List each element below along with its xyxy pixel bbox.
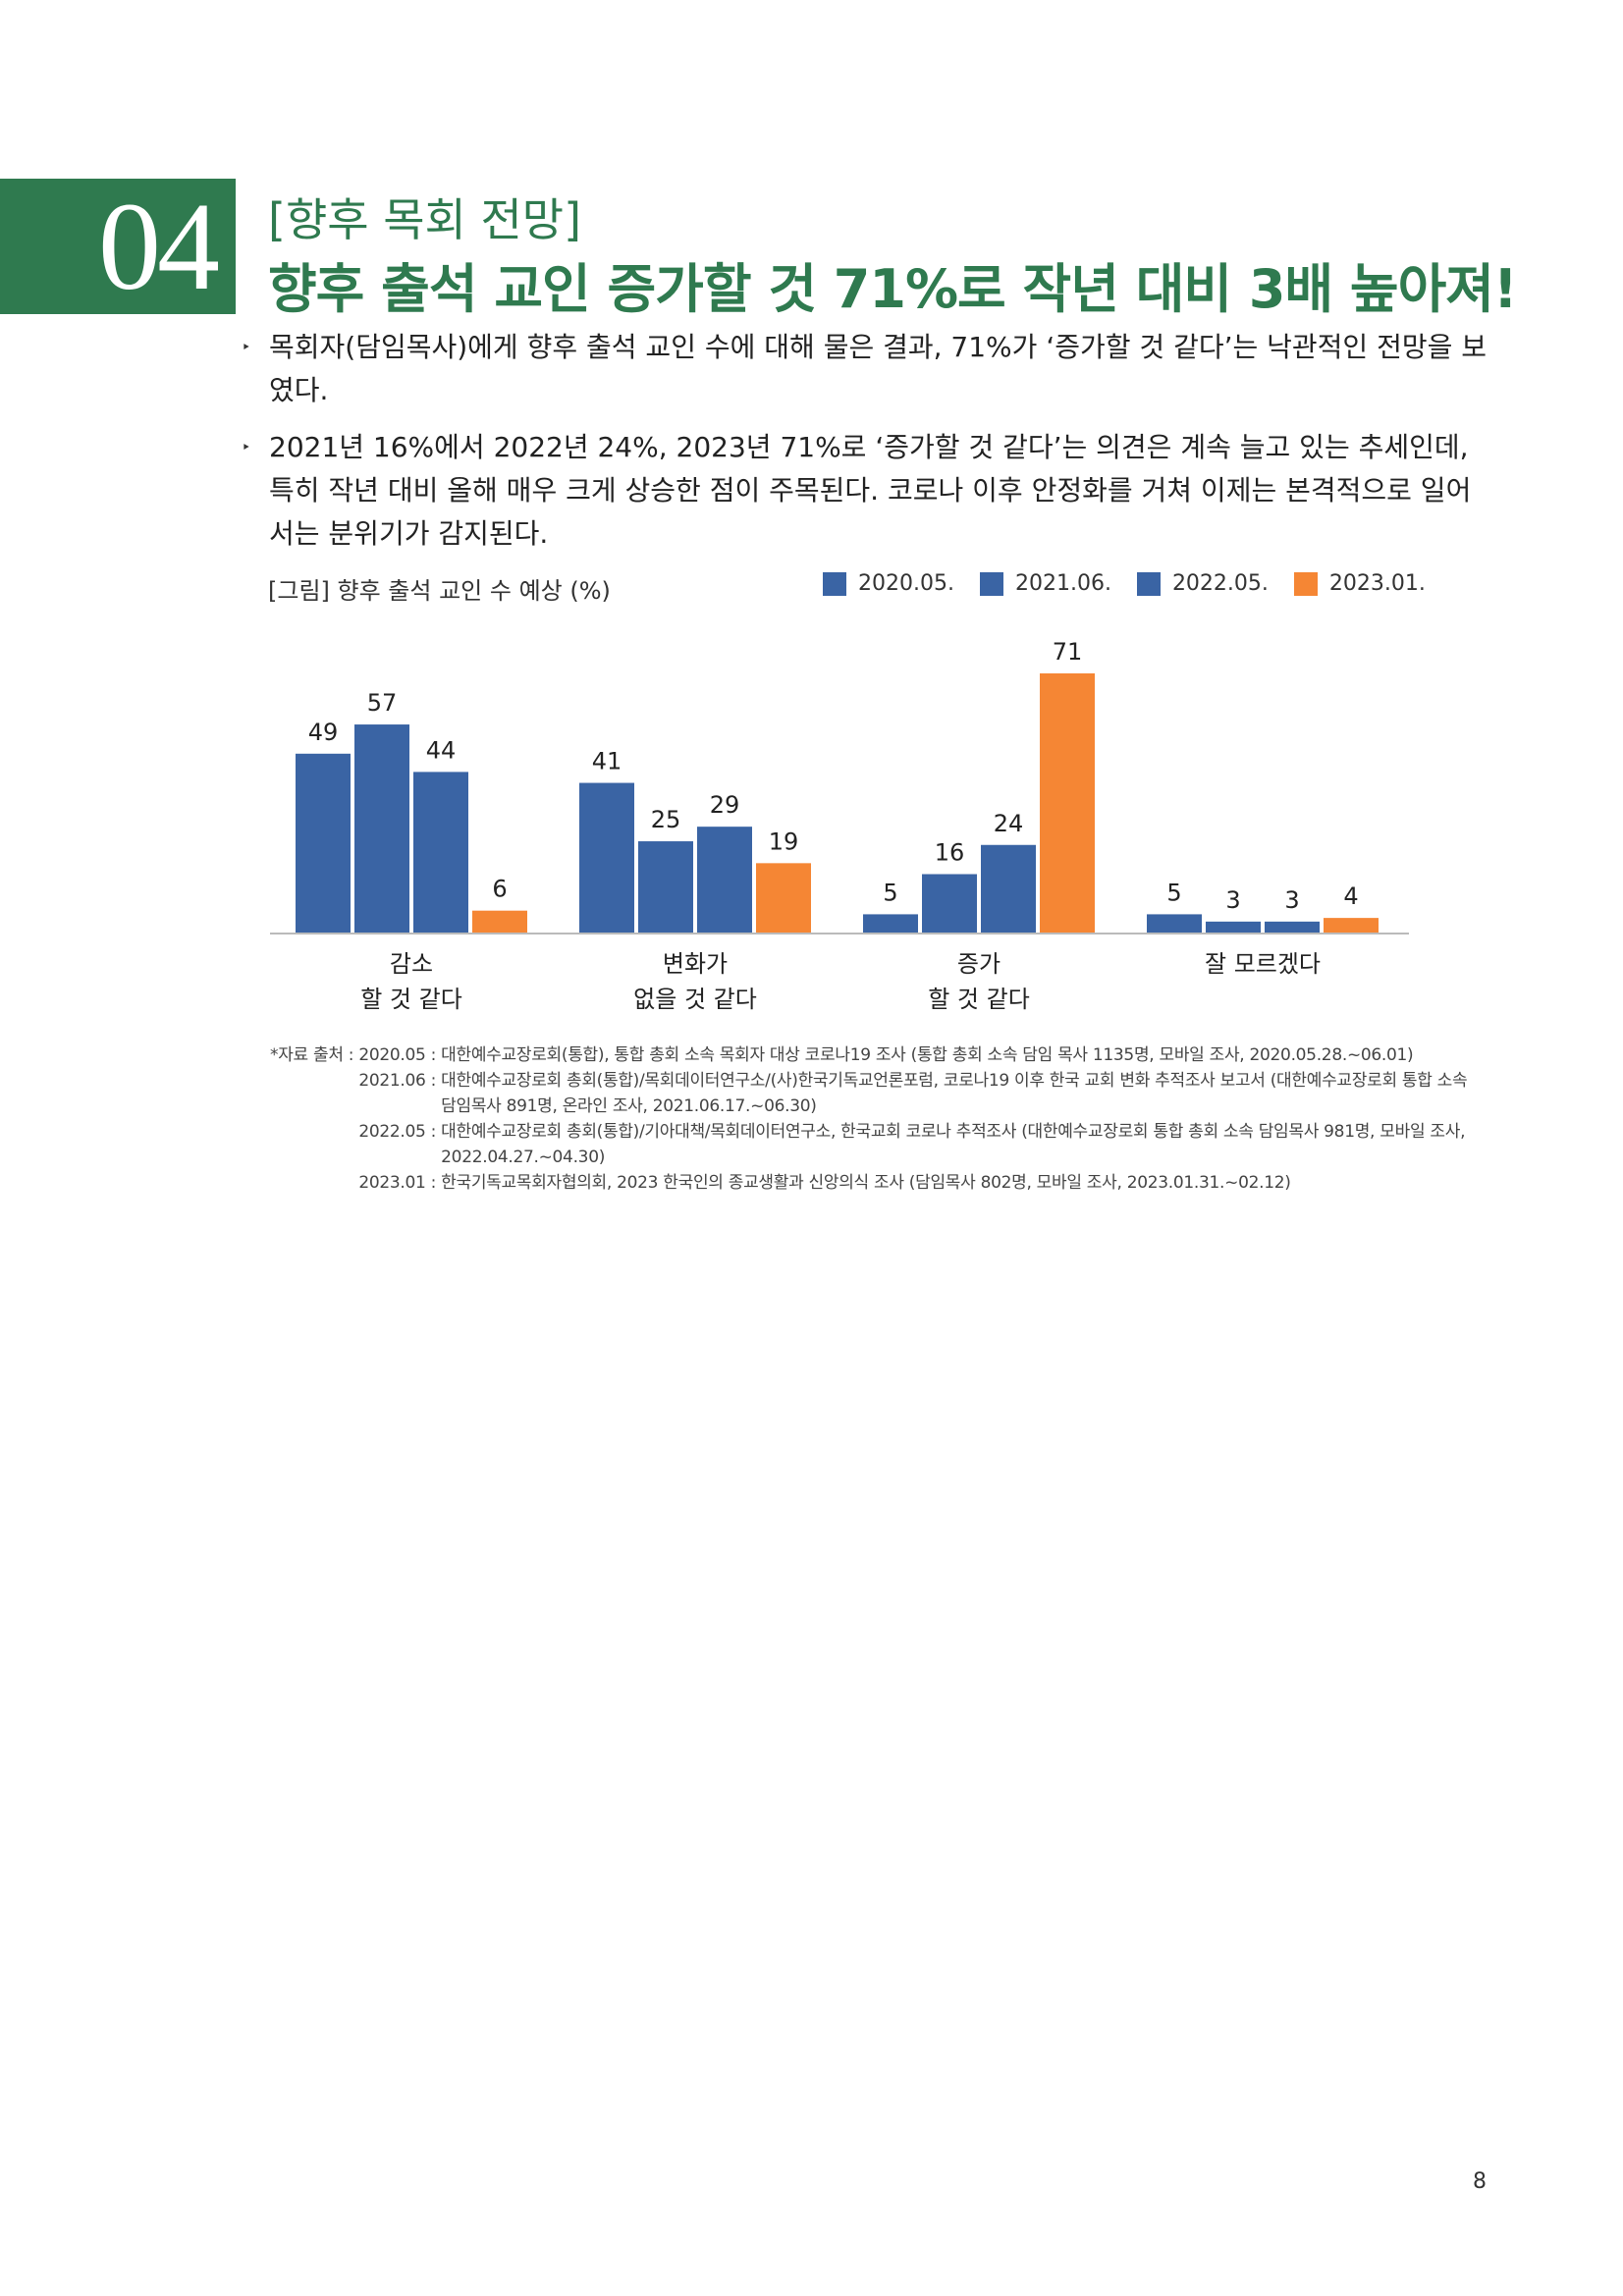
source-note-row: *자료 출처 : 2021.06 : 대한예수교장로회 총회(통합)/목회데이터… (270, 1068, 1478, 1119)
bar (1265, 921, 1320, 933)
legend-swatch (823, 571, 846, 596)
bar-value-label: 6 (492, 876, 507, 903)
bar-value-label: 4 (1343, 882, 1358, 910)
bullet-list: ‣ 목회자(담임목사)에게 향후 출석 교인 수에 대해 물은 결과, 71%가… (242, 326, 1488, 569)
bullet-item: ‣ 목회자(담임목사)에게 향후 출석 교인 수에 대해 물은 결과, 71%가… (242, 326, 1488, 412)
source-note-lead: *자료 출처 : (270, 1045, 354, 1065)
source-notes: *자료 출처 : 2020.05 : 대한예수교장로회(통합), 통합 총회 소… (270, 1042, 1478, 1196)
legend-item: 2020.05. (823, 571, 954, 596)
bar-value-label: 57 (367, 689, 398, 717)
source-note-date: 2020.05 : (358, 1045, 437, 1065)
source-note-text: 대한예수교장로회 총회(통합)/목회데이터연구소/(사)한국기독교언론포럼, 코… (441, 1071, 1468, 1116)
bar-value-label: 5 (883, 879, 897, 906)
category-label: 잘 모르겠다 (1205, 950, 1321, 978)
figure-title: [그림] 향후 출석 교인 수 예상 (%) (268, 577, 611, 605)
bar (1206, 921, 1261, 933)
source-note-row: *자료 출처 : 2023.01 : 한국기독교목회자협의회, 2023 한국인… (270, 1170, 1478, 1196)
legend-item: 2021.06. (979, 571, 1111, 596)
bullet-marker-icon: ‣ (242, 338, 251, 356)
bar-value-label: 29 (710, 791, 740, 819)
bar (472, 910, 527, 933)
bar (296, 753, 351, 933)
bar (1324, 918, 1379, 933)
bar (354, 724, 409, 933)
bullet-text: 목회자(담임목사)에게 향후 출석 교인 수에 대해 물은 결과, 71%가 ‘… (269, 331, 1488, 406)
legend-swatch (1136, 571, 1161, 596)
bar-value-label: 24 (994, 810, 1024, 837)
bar-value-label: 3 (1284, 886, 1299, 914)
legend-swatch (979, 571, 1003, 596)
bar-value-label: 41 (592, 748, 622, 775)
category-label: 없을 것 같다 (633, 986, 757, 1013)
bullet-marker-icon: ‣ (242, 438, 251, 456)
source-note-text: 한국기독교목회자협의회, 2023 한국인의 종교생활과 신앙의식 조사 (담임… (441, 1173, 1291, 1193)
bar-value-label: 16 (935, 839, 965, 867)
bar (697, 827, 752, 933)
category-label: 할 것 같다 (360, 986, 462, 1013)
legend-item: 2022.05. (1136, 571, 1269, 596)
bar (863, 914, 918, 933)
bar-value-label: 19 (769, 828, 799, 855)
bullet-text: 2021년 16%에서 2022년 24%, 2023년 71%로 ‘증가할 것… (269, 431, 1472, 550)
bar (638, 841, 693, 933)
category-label: 변화가 (663, 950, 728, 978)
bar (1040, 673, 1095, 933)
bar (579, 782, 634, 933)
bar (756, 863, 811, 933)
bar-value-label: 44 (426, 736, 457, 764)
legend-label: 2022.05. (1171, 571, 1269, 596)
bar-value-label: 3 (1225, 886, 1240, 914)
bar (1147, 914, 1202, 933)
bar (413, 772, 468, 933)
source-note-date: 2023.01 : (358, 1173, 437, 1193)
source-note-row: *자료 출처 : 2022.05 : 대한예수교장로회 총회(통합)/기아대책/… (270, 1119, 1478, 1170)
category-label: 감소 (390, 950, 433, 978)
section-number-block (0, 179, 236, 314)
source-note-text: 대한예수교장로회(통합), 통합 총회 소속 목회자 대상 코로나19 조사 (… (441, 1045, 1414, 1065)
category-label: 증가 (957, 950, 1001, 978)
bar (922, 874, 977, 933)
section-title: 향후 출석 교인 증가할 것 71%로 작년 대비 3배 높아져! (268, 258, 1518, 320)
section-subtitle: [향후 목회 전망] (268, 193, 582, 246)
legend-label: 2023.01. (1328, 571, 1426, 596)
category-label: 할 것 같다 (928, 986, 1030, 1013)
source-note-date: 2021.06 : (358, 1071, 437, 1091)
chart-legend: 2020.05. 2021.06. 2022.05. 2023.01. (823, 571, 1426, 596)
legend-item: 2023.01. (1293, 571, 1426, 596)
legend-swatch (1293, 571, 1318, 596)
bullet-item: ‣ 2021년 16%에서 2022년 24%, 2023년 71%로 ‘증가할… (242, 426, 1488, 556)
source-note-text: 대한예수교장로회 총회(통합)/기아대책/목회데이터연구소, 한국교회 코로나 … (441, 1122, 1466, 1167)
bar-value-label: 25 (651, 806, 681, 833)
bar (981, 844, 1036, 933)
legend-label: 2021.06. (1014, 571, 1111, 596)
bar-value-label: 49 (308, 719, 339, 746)
page-number: 8 (1473, 2169, 1487, 2194)
source-note-date: 2022.05 : (358, 1122, 437, 1142)
source-note-row: *자료 출처 : 2020.05 : 대한예수교장로회(통합), 통합 총회 소… (270, 1042, 1478, 1068)
bar-value-label: 5 (1166, 879, 1181, 906)
bar-value-label: 71 (1053, 638, 1083, 666)
section-number: 04 (98, 177, 220, 316)
legend-label: 2020.05. (858, 571, 954, 596)
